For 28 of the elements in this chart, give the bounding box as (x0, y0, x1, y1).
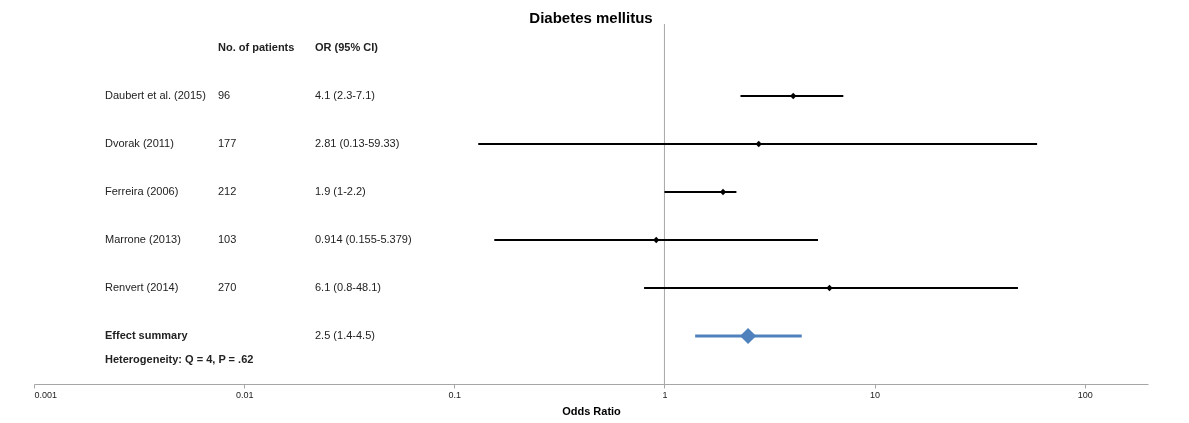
x-tick-label: 1 (662, 389, 668, 400)
x-tick-label: 100 (1077, 389, 1093, 400)
annotation: 270 (218, 281, 237, 293)
x-tick-label: 10 (870, 389, 881, 400)
annotation: 2.81 (0.13-59.33) (315, 137, 400, 149)
x-tick-label: 0.01 (235, 389, 254, 400)
y-tick-label: Effect summary (105, 329, 189, 341)
annotation: 1.9 (1-2.2) (315, 185, 366, 197)
y-tick-label: Dvorak (2011) (105, 137, 174, 149)
annotation: 177 (218, 137, 237, 149)
annotation: Heterogeneity: Q = 4, P = .62 (105, 353, 254, 365)
x-tick-label: 0.001 (34, 389, 58, 400)
y-tick-label: Daubert et al. (2015) (105, 89, 206, 101)
chart-title: Diabetes mellitus (529, 8, 653, 26)
x-axis-title: Odds Ratio (562, 404, 622, 417)
text: OR (95% CI) (315, 41, 379, 53)
annotation: 4.1 (2.3-7.1) (315, 89, 375, 101)
annotation: 6.1 (0.8-48.1) (315, 281, 382, 293)
x-tick-label: 0.1 (448, 389, 462, 400)
y-tick-label: Renvert (2014) (105, 281, 179, 293)
annotation: 0.914 (0.155-5.379) (315, 233, 412, 245)
y-tick-label: Marrone (2013) (105, 233, 181, 245)
annotation: 2.5 (1.4-4.5) (315, 329, 375, 341)
text: No. of patients (218, 41, 295, 53)
annotation: 212 (218, 185, 237, 197)
annotation: 103 (218, 233, 237, 245)
annotation: 96 (218, 89, 231, 101)
y-tick-label: Ferreira (2006) (105, 185, 179, 197)
